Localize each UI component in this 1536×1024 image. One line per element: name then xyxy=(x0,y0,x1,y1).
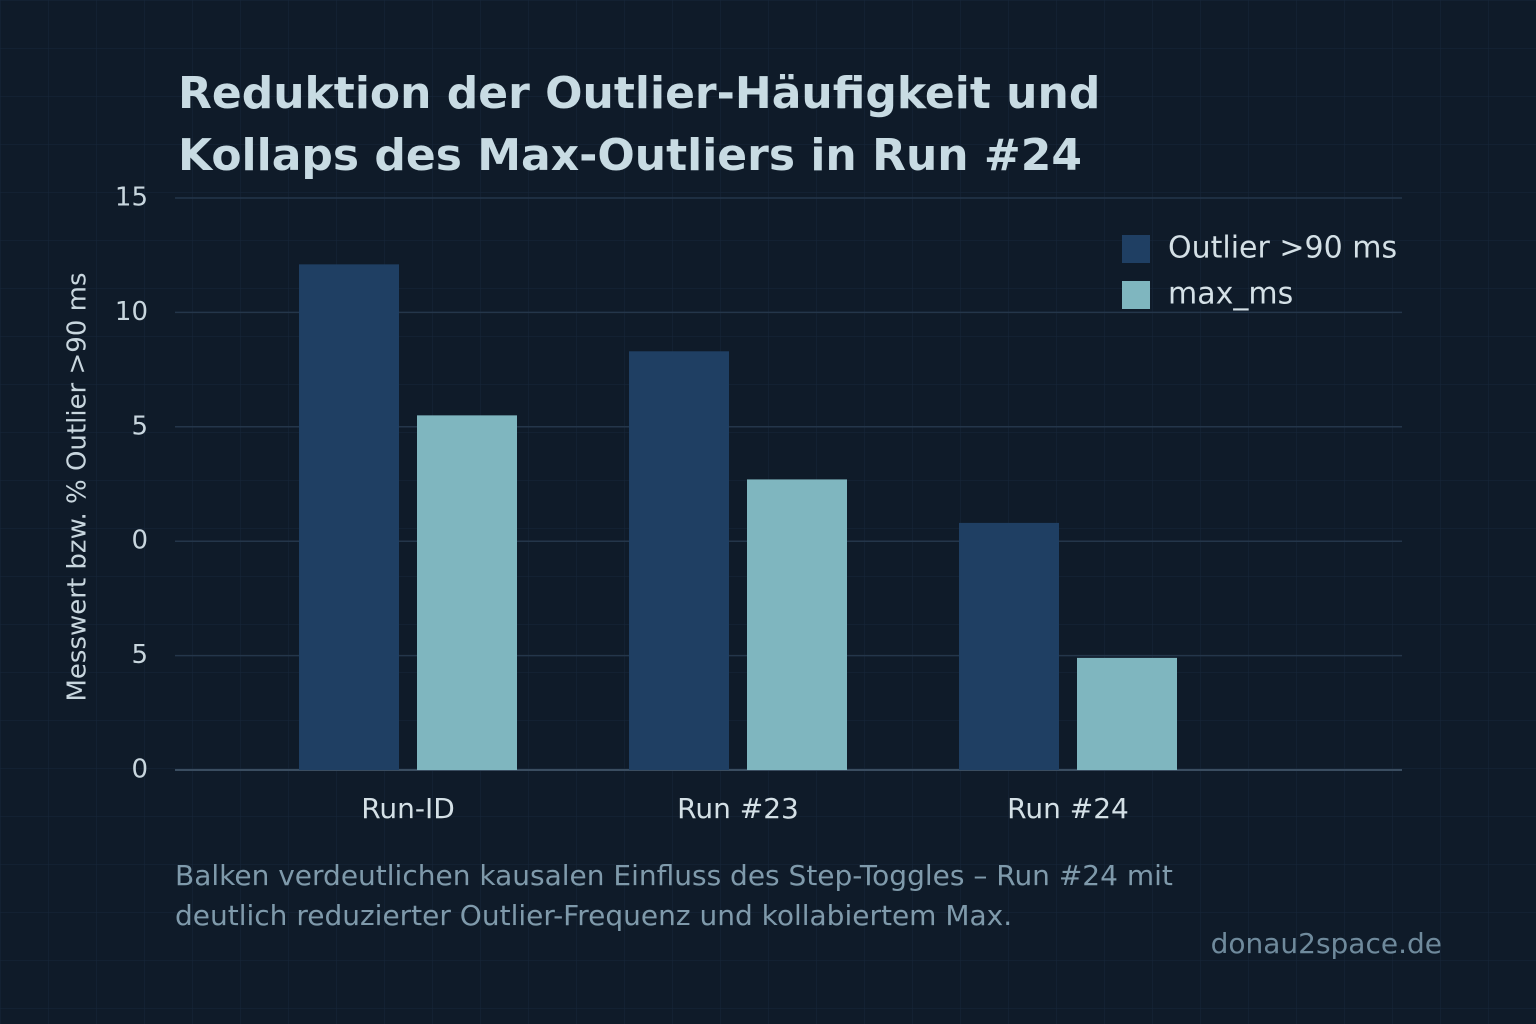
y-tick-label: 0 xyxy=(131,755,148,785)
chart-title: Kollaps des Max-Outliers in Run #24 xyxy=(178,130,1082,181)
x-tick-label: Run #24 xyxy=(1007,792,1129,825)
chart-title: Reduktion der Outlier-Häufigkeit und xyxy=(178,68,1100,119)
y-tick-label: 0 xyxy=(131,526,148,556)
bar xyxy=(299,264,399,770)
y-tick-label: 15 xyxy=(115,183,148,213)
bar xyxy=(747,479,847,770)
x-tick-label: Run #23 xyxy=(677,792,799,825)
legend-swatch xyxy=(1122,281,1150,309)
source: donau2space.de xyxy=(1211,927,1442,960)
y-tick-label: 5 xyxy=(131,411,148,441)
caption: deutlich reduzierter Outlier-Frequenz un… xyxy=(175,899,1012,932)
bar xyxy=(629,351,729,770)
y-tick-label: 10 xyxy=(115,297,148,327)
bar xyxy=(959,522,1059,770)
bar xyxy=(417,415,517,770)
legend-label: max_ms xyxy=(1168,277,1293,312)
legend-swatch xyxy=(1122,235,1150,263)
bar xyxy=(1077,657,1177,770)
y-tick-label: 5 xyxy=(131,640,148,670)
legend-label: Outlier >90 ms xyxy=(1168,231,1397,266)
caption: Balken verdeutlichen kausalen Einfluss d… xyxy=(175,859,1173,892)
x-tick-label: Run-ID xyxy=(361,792,455,825)
y-axis-label: Messwert bzw. % Outlier >90 ms xyxy=(63,273,93,702)
